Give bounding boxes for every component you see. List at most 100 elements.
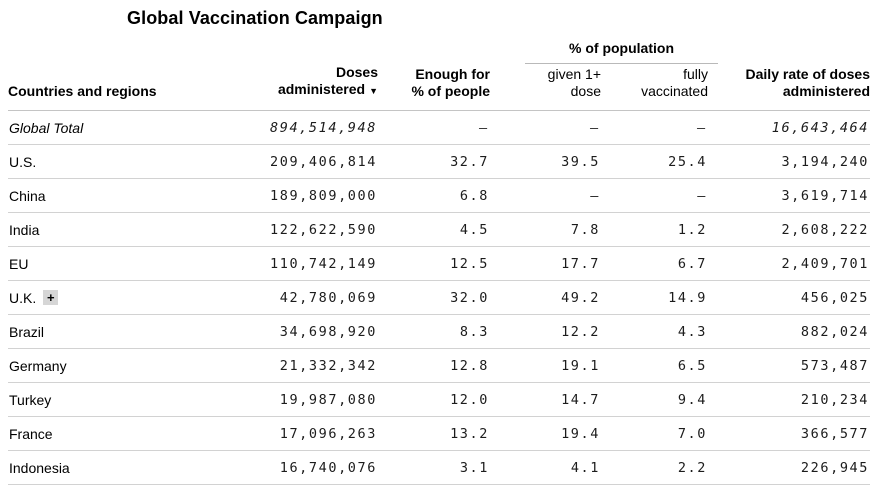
table-row: Turkey 19,987,080 12.0 14.7 9.4 210,234 bbox=[8, 382, 871, 417]
fully-vaccinated-cell: 6.7 bbox=[601, 246, 709, 281]
enough-for-cell: 12.8 bbox=[378, 348, 490, 383]
enough-for-cell: 4.5 bbox=[378, 212, 490, 247]
country-cell: Germany bbox=[8, 348, 240, 383]
country-cell: India bbox=[8, 212, 240, 247]
fully-vaccinated-cell: 9.4 bbox=[601, 382, 709, 417]
given-1plus-dose-cell: 39.5 bbox=[490, 144, 601, 179]
country-label: France bbox=[9, 425, 53, 442]
enough-for-cell: 32.7 bbox=[378, 144, 490, 179]
col-header-enough-for[interactable]: Enough for % of people bbox=[378, 64, 490, 111]
given-1plus-dose-cell: 4.1 bbox=[490, 450, 601, 485]
group-header-row: % of population bbox=[8, 30, 870, 64]
country-cell: Indonesia bbox=[8, 450, 240, 485]
given-1plus-dose-cell: 19.1 bbox=[490, 348, 601, 383]
given-1plus-dose-cell: 19.4 bbox=[490, 416, 601, 451]
country-cell: U.K. + bbox=[8, 280, 240, 315]
doses-cell: 19,987,080 bbox=[240, 382, 378, 417]
given-1plus-dose-cell: 14.7 bbox=[490, 382, 601, 417]
country-cell: China bbox=[8, 178, 240, 213]
col-header-label: administered bbox=[782, 83, 871, 99]
doses-cell: 17,096,263 bbox=[240, 416, 378, 451]
page-title: Global Vaccination Campaign bbox=[127, 8, 383, 28]
country-label: U.S. bbox=[9, 153, 37, 170]
daily-rate-cell: 2,409,701 bbox=[708, 246, 871, 281]
daily-rate-cell: 3,194,240 bbox=[708, 144, 871, 179]
given-1plus-dose-cell: – bbox=[490, 110, 601, 145]
col-header-fully-vaccinated[interactable]: fully vaccinated bbox=[601, 64, 709, 111]
table-row: U.K. +42,780,069 32.0 49.2 14.9 456,025 bbox=[8, 280, 871, 315]
doses-cell: 42,780,069 bbox=[240, 280, 378, 315]
col-header-label: dose bbox=[570, 83, 601, 99]
table-body: Global Total 894,514,948– – –16,643,464 U.S.… bbox=[8, 110, 871, 485]
enough-for-cell: 3.1 bbox=[378, 450, 490, 485]
daily-rate-cell: 226,945 bbox=[708, 450, 871, 485]
col-header-label: Daily rate of doses bbox=[745, 66, 871, 82]
country-cell: Global Total bbox=[8, 110, 240, 145]
col-header-label: Countries and regions bbox=[8, 83, 157, 99]
enough-for-cell: 8.3 bbox=[378, 314, 490, 349]
fully-vaccinated-cell: 25.4 bbox=[601, 144, 709, 179]
country-label: Brazil bbox=[9, 323, 45, 340]
group-header-population: % of population bbox=[490, 30, 719, 64]
doses-cell: 21,332,342 bbox=[240, 348, 378, 383]
enough-for-cell: 13.2 bbox=[378, 416, 490, 451]
col-header-countries: Countries and regions bbox=[8, 64, 240, 111]
col-header-given-1plus-dose[interactable]: given 1+ dose bbox=[490, 64, 601, 111]
col-header-doses-administered[interactable]: Doses administered ▼ bbox=[240, 64, 378, 111]
country-cell: Brazil bbox=[8, 314, 240, 349]
table-row: France 17,096,263 13.2 19.4 7.0 366,577 bbox=[8, 416, 871, 451]
fully-vaccinated-cell: 4.3 bbox=[601, 314, 709, 349]
fully-vaccinated-cell: 1.2 bbox=[601, 212, 709, 247]
given-1plus-dose-cell: 17.7 bbox=[490, 246, 601, 281]
col-header-label: fully bbox=[683, 66, 709, 82]
table-row: Indonesia 16,740,076 3.1 4.1 2.2 226,945 bbox=[8, 450, 871, 485]
col-header-label: vaccinated bbox=[641, 83, 709, 99]
vaccination-table: % of population Countries and regions Do… bbox=[8, 30, 871, 485]
fully-vaccinated-cell: 6.5 bbox=[601, 348, 709, 383]
col-header-label: Doses bbox=[335, 64, 378, 80]
daily-rate-cell: 366,577 bbox=[708, 416, 871, 451]
country-label: Indonesia bbox=[9, 459, 70, 476]
col-header-daily-rate[interactable]: Daily rate of doses administered bbox=[708, 64, 871, 111]
fully-vaccinated-cell: 7.0 bbox=[601, 416, 709, 451]
enough-for-cell: 6.8 bbox=[378, 178, 490, 213]
table-row: Global Total 894,514,948– – –16,643,464 bbox=[8, 110, 871, 145]
group-header-label: % of population bbox=[569, 40, 674, 56]
country-label: EU bbox=[9, 255, 29, 272]
fully-vaccinated-cell: – bbox=[601, 110, 709, 145]
group-header-spacer bbox=[8, 30, 490, 64]
country-label: Global Total bbox=[9, 119, 84, 136]
table-row: EU 110,742,149 12.5 17.7 6.7 2,409,701 bbox=[8, 246, 871, 281]
expand-plus-icon[interactable]: + bbox=[43, 290, 59, 305]
daily-rate-cell: 210,234 bbox=[708, 382, 871, 417]
given-1plus-dose-cell: 7.8 bbox=[490, 212, 601, 247]
daily-rate-cell: 573,487 bbox=[708, 348, 871, 383]
daily-rate-cell: 882,024 bbox=[708, 314, 871, 349]
table-row: China 189,809,000 6.8– –3,619,714 bbox=[8, 178, 871, 213]
enough-for-cell: 12.5 bbox=[378, 246, 490, 281]
country-label: India bbox=[9, 221, 40, 238]
col-header-label: % of people bbox=[411, 83, 490, 99]
doses-cell: 122,622,590 bbox=[240, 212, 378, 247]
sort-descending-icon: ▼ bbox=[369, 86, 378, 96]
country-label: U.K. bbox=[9, 289, 37, 306]
country-cell: Turkey bbox=[8, 382, 240, 417]
fully-vaccinated-cell: 14.9 bbox=[601, 280, 709, 315]
fully-vaccinated-cell: – bbox=[601, 178, 709, 213]
given-1plus-dose-cell: 12.2 bbox=[490, 314, 601, 349]
daily-rate-cell: 3,619,714 bbox=[708, 178, 871, 213]
column-header-row: Countries and regions Doses administered… bbox=[8, 64, 871, 111]
given-1plus-dose-cell: 49.2 bbox=[490, 280, 601, 315]
col-header-label: given 1+ bbox=[547, 66, 601, 82]
enough-for-cell: 32.0 bbox=[378, 280, 490, 315]
doses-cell: 189,809,000 bbox=[240, 178, 378, 213]
table-row: Brazil 34,698,920 8.3 12.2 4.3 882,024 bbox=[8, 314, 871, 349]
country-label: China bbox=[9, 187, 46, 204]
country-cell: France bbox=[8, 416, 240, 451]
country-label: Germany bbox=[9, 357, 67, 374]
country-cell: U.S. bbox=[8, 144, 240, 179]
given-1plus-dose-cell: – bbox=[490, 178, 601, 213]
doses-cell: 16,740,076 bbox=[240, 450, 378, 485]
col-header-label: administered bbox=[277, 81, 366, 97]
daily-rate-cell: 16,643,464 bbox=[708, 110, 871, 145]
